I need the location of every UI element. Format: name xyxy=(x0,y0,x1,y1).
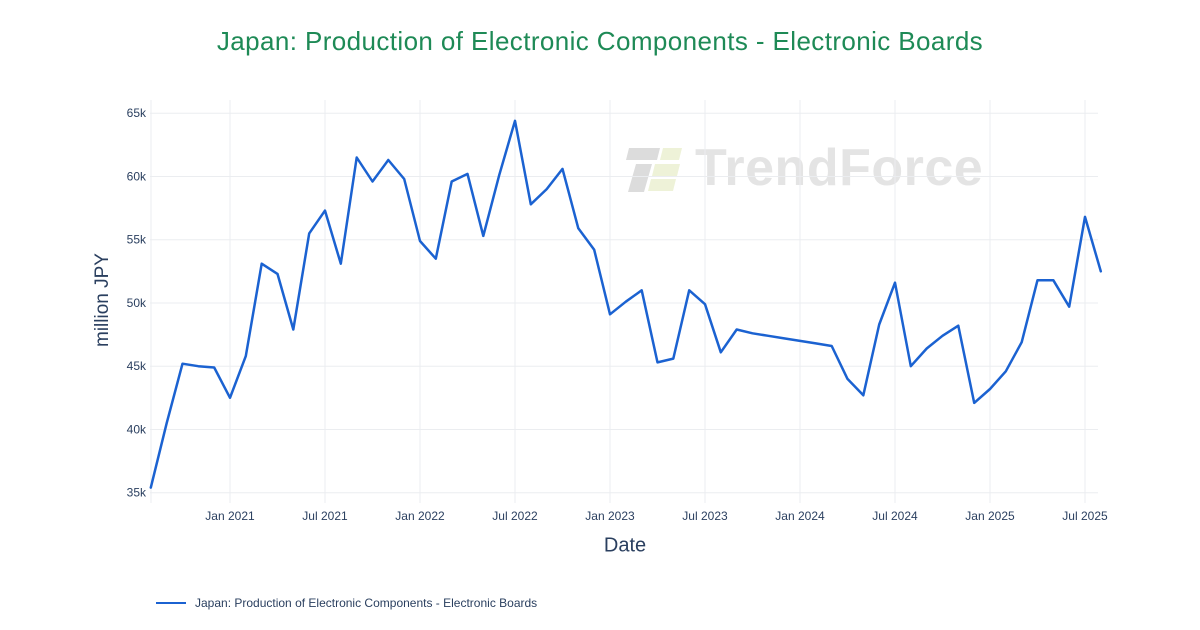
y-tick-label: 55k xyxy=(127,233,147,247)
y-tick-label: 35k xyxy=(127,486,147,500)
x-tick-label: Jan 2021 xyxy=(205,509,255,523)
page-title: Japan: Production of Electronic Componen… xyxy=(216,26,984,56)
x-tick-label: Jan 2024 xyxy=(775,509,825,523)
data-series xyxy=(149,119,1103,489)
data-line xyxy=(149,119,1103,489)
legend-label: Japan: Production of Electronic Componen… xyxy=(195,596,538,610)
y-tick-label: 60k xyxy=(127,169,147,183)
gridlines xyxy=(150,100,1098,503)
x-axis-title: Date xyxy=(603,534,647,557)
x-tick-label: Jul 2021 xyxy=(302,509,348,523)
x-tick-label: Jul 2024 xyxy=(872,509,918,523)
y-tick-label: 65k xyxy=(127,106,147,120)
y-axis-title: million JPY xyxy=(92,253,113,347)
x-tick-label: Jan 2023 xyxy=(585,509,635,523)
x-tick-label: Jul 2022 xyxy=(492,509,538,523)
legend-swatch-line xyxy=(156,602,186,604)
y-tick-label: 50k xyxy=(127,296,147,310)
x-tick-label: Jul 2025 xyxy=(1062,509,1108,523)
x-tick-label: Jul 2023 xyxy=(682,509,728,523)
x-tick-label: Jan 2022 xyxy=(395,509,445,523)
tick-labels: 35k 40k 45k 50k 55k 60k 65k Jan 2021 Jul 2021 Jan… xyxy=(127,106,1108,523)
y-tick-label: 45k xyxy=(127,359,147,373)
x-tick-label: Jan 2025 xyxy=(965,509,1015,523)
y-tick-label: 40k xyxy=(127,422,147,436)
legend-item[interactable]: Japan: Production of Electronic Componen… xyxy=(156,596,537,610)
legend: Japan: Production of Electronic Componen… xyxy=(156,596,537,610)
